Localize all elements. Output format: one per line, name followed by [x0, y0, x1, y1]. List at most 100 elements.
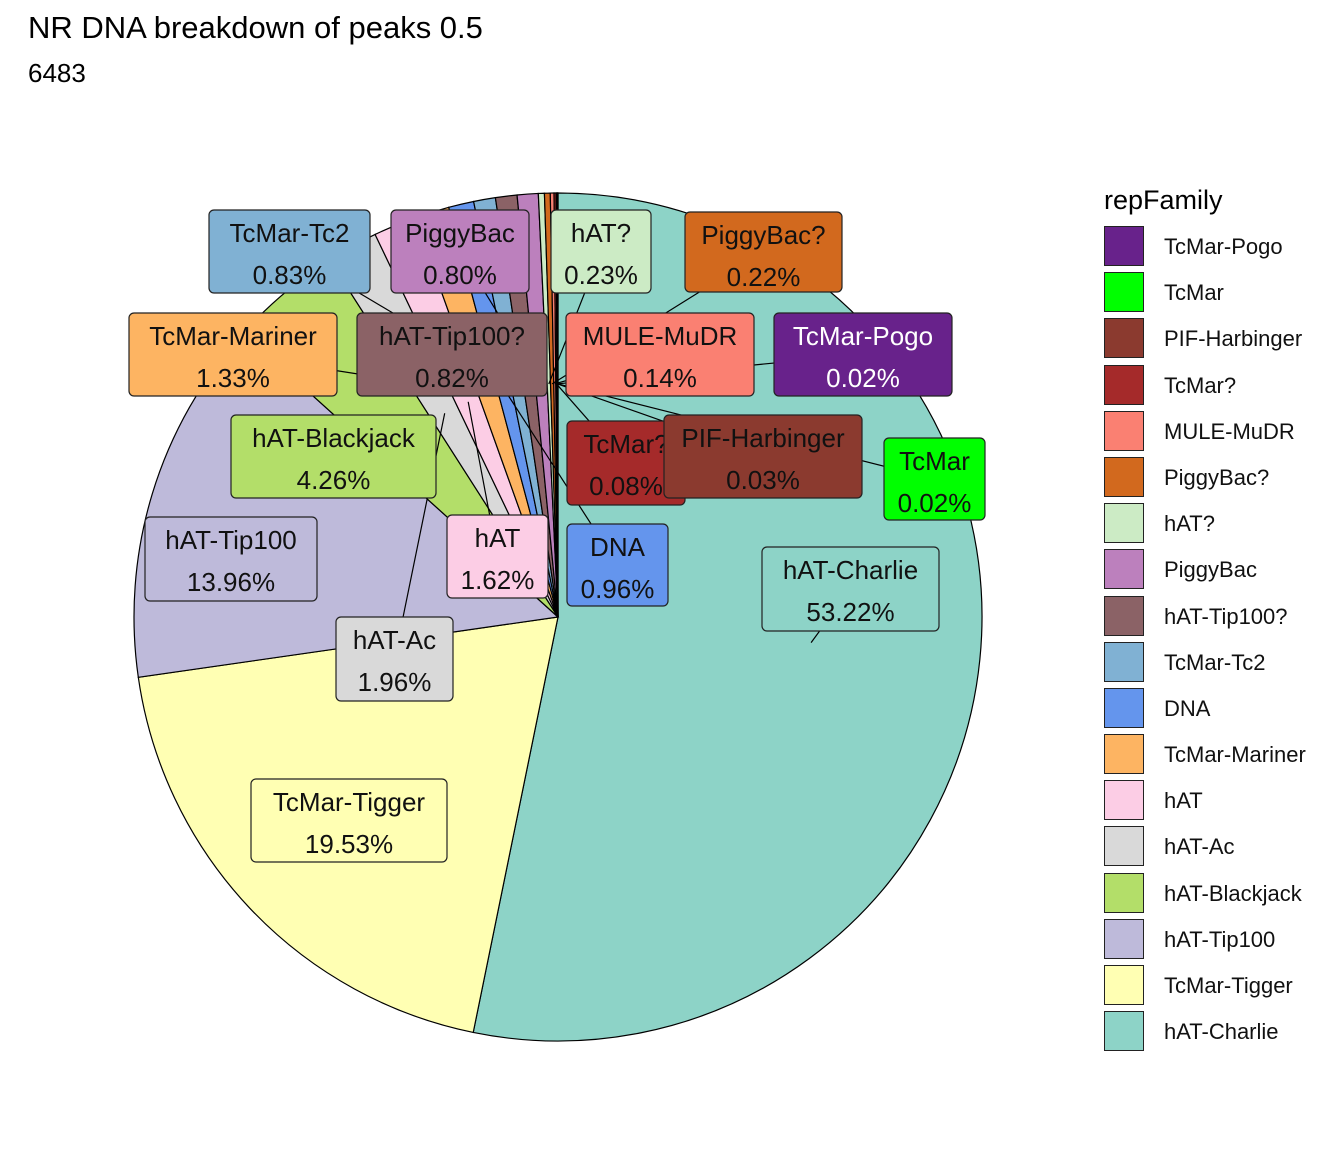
slice-label-hat-blackjack: hAT-Blackjack 4.26%	[230, 414, 437, 499]
slice-label-percent: 0.08%	[589, 471, 663, 501]
slice-label-mule-mudr: MULE-MuDR 0.14%	[565, 312, 755, 397]
legend-item-pif-harbinger: PIF-Harbinger	[1104, 318, 1302, 364]
slice-label-name: TcMar?	[583, 429, 668, 459]
slice-label-percent: 13.96%	[187, 567, 275, 597]
slice-label-hat-tip100: hAT-Tip100 13.96%	[144, 516, 318, 602]
legend-item-hat: hAT	[1104, 780, 1223, 826]
legend-label: TcMar-Pogo	[1164, 234, 1283, 259]
slice-label-name: TcMar-Mariner	[149, 321, 317, 351]
pie-chart: hAT-Charlie 53.22% TcMar-Tigger 19.53% hAT-T…	[128, 192, 986, 1042]
slice-label-box	[230, 414, 437, 499]
slice-label-name: hAT	[475, 523, 521, 553]
legend-key	[1104, 364, 1144, 405]
legend-label: hAT-Tip100?	[1164, 603, 1288, 629]
slice-label-box	[390, 209, 530, 294]
slice-label-box	[883, 437, 986, 521]
slice-label-percent: 0.02%	[826, 363, 900, 393]
legend-key	[1104, 1011, 1144, 1052]
slice-label-box	[144, 516, 318, 602]
slice-label-name: hAT?	[571, 218, 631, 248]
legend-item-tcmar: TcMar	[1104, 272, 1224, 318]
legend-label: hAT-Tip100	[1164, 926, 1276, 952]
legend-item-hat-tip100-q: hAT-Tip100?	[1104, 595, 1288, 642]
slice-label-percent: 0.82%	[415, 363, 489, 393]
slice-label-box	[550, 209, 652, 294]
legend-item-hat-ac: hAT-Ac	[1104, 826, 1235, 872]
legend-item-tcmar-tc2: TcMar-Tc2	[1104, 641, 1265, 688]
legend-item-tcmar-q: TcMar?	[1104, 364, 1236, 411]
slice-label-name: PiggyBac	[405, 218, 515, 248]
slice-label-box	[250, 778, 448, 863]
legend-key	[1104, 318, 1144, 359]
slice-label-name: TcMar-Pogo	[793, 321, 933, 351]
legend-item-hat-blackjack: hAT-Blackjack	[1104, 872, 1302, 919]
legend-item-tcmar-mariner: TcMar-Mariner	[1104, 734, 1306, 780]
legend-key	[1104, 918, 1144, 959]
legend-label: TcMar	[1164, 280, 1224, 306]
slice-label-box	[335, 616, 454, 702]
slice-label-percent: 0.96%	[581, 574, 655, 604]
legend-key	[1104, 965, 1144, 1005]
chart-title: NR DNA breakdown of peaks 0.5	[28, 10, 483, 45]
legend-label: MULE-MuDR	[1164, 418, 1295, 444]
slice-label-tcmar-q: TcMar? 0.08%	[566, 420, 686, 506]
slice-label-name: PiggyBac?	[701, 220, 825, 250]
slice-label-percent: 0.80%	[423, 260, 497, 290]
slice-label-name: TcMar-Tc2	[230, 218, 350, 248]
slice-label-box	[446, 514, 549, 599]
legend-label: TcMar-Tigger	[1164, 973, 1293, 998]
slice-label-percent: 19.53%	[305, 829, 393, 859]
legend-item-piggybac-q: PiggyBac?	[1104, 456, 1269, 503]
legend-items: TcMar-Pogo TcMar PIF-Harbinger TcMar? MULE-M…	[1104, 226, 1306, 1057]
legend-label: hAT-Blackjack	[1164, 880, 1302, 906]
slice-label-percent: 0.14%	[623, 363, 697, 393]
slice-label-name: hAT-Tip100	[165, 525, 297, 555]
slice-label-name: TcMar-Tigger	[273, 787, 426, 817]
slice-label-box	[663, 414, 863, 499]
legend-label: hAT	[1164, 788, 1203, 814]
slice-label-name: MULE-MuDR	[583, 321, 738, 351]
legend-item-mule-mudr: MULE-MuDR	[1104, 410, 1295, 457]
slice-label-box	[356, 312, 548, 397]
legend-key	[1104, 734, 1144, 775]
legend-label: TcMar?	[1164, 372, 1237, 398]
slice-label-percent: 0.03%	[726, 465, 800, 495]
legend-label: TcMar-Tc2	[1164, 649, 1266, 675]
legend-item-piggybac: PiggyBac	[1104, 549, 1257, 595]
slice-label-tcmar-tigger: TcMar-Tigger 19.53%	[250, 778, 448, 863]
legend-key	[1104, 503, 1144, 544]
slice-label-pif-harbinger: PIF-Harbinger 0.03%	[663, 414, 863, 499]
slice-label-percent: 0.22%	[727, 262, 801, 292]
legend-item-tcmar-pogo: TcMar-Pogo	[1104, 226, 1283, 272]
slice-label-percent: 0.23%	[564, 260, 638, 290]
slice-label-name: hAT-Charlie	[783, 555, 918, 585]
legend-key	[1104, 641, 1144, 682]
slice-label-percent: 0.83%	[253, 260, 327, 290]
slice-label-box	[208, 209, 371, 294]
legend-key	[1104, 595, 1144, 636]
slice-label-hat-tip100-q: hAT-Tip100? 0.82%	[356, 312, 548, 397]
legend-item-dna: DNA	[1104, 687, 1223, 734]
slice-label-hat-q: hAT? 0.23%	[550, 209, 652, 294]
legend-key	[1104, 410, 1144, 451]
slice-label-box	[128, 312, 338, 397]
legend-item-hat-q: hAT?	[1104, 503, 1223, 549]
chart-subtitle: 6483	[28, 58, 86, 88]
slice-label-name: hAT-Blackjack	[252, 423, 416, 453]
legend-key	[1104, 872, 1144, 913]
slice-label-percent: 4.26%	[297, 465, 371, 495]
slice-label-percent: 1.96%	[358, 667, 432, 697]
slice-label-percent: 53.22%	[806, 597, 894, 627]
legend-label: hAT-Charlie	[1164, 1019, 1279, 1045]
slice-label-piggybac: PiggyBac 0.80%	[390, 209, 530, 294]
slice-label-name: PIF-Harbinger	[681, 423, 845, 453]
legend-key	[1104, 780, 1144, 821]
legend-key	[1104, 549, 1144, 590]
slice-label-tcmar-mariner: TcMar-Mariner 1.33%	[128, 312, 338, 397]
slice-label-dna: DNA 0.96%	[566, 523, 669, 607]
legend-title: repFamily	[1104, 185, 1223, 215]
slice-label-tcmar-tc2: TcMar-Tc2 0.83%	[208, 209, 371, 294]
slice-label-box	[773, 312, 953, 397]
legend-item-tcmar-tigger: TcMar-Tigger	[1104, 965, 1293, 1011]
slice-label-box	[566, 523, 669, 607]
